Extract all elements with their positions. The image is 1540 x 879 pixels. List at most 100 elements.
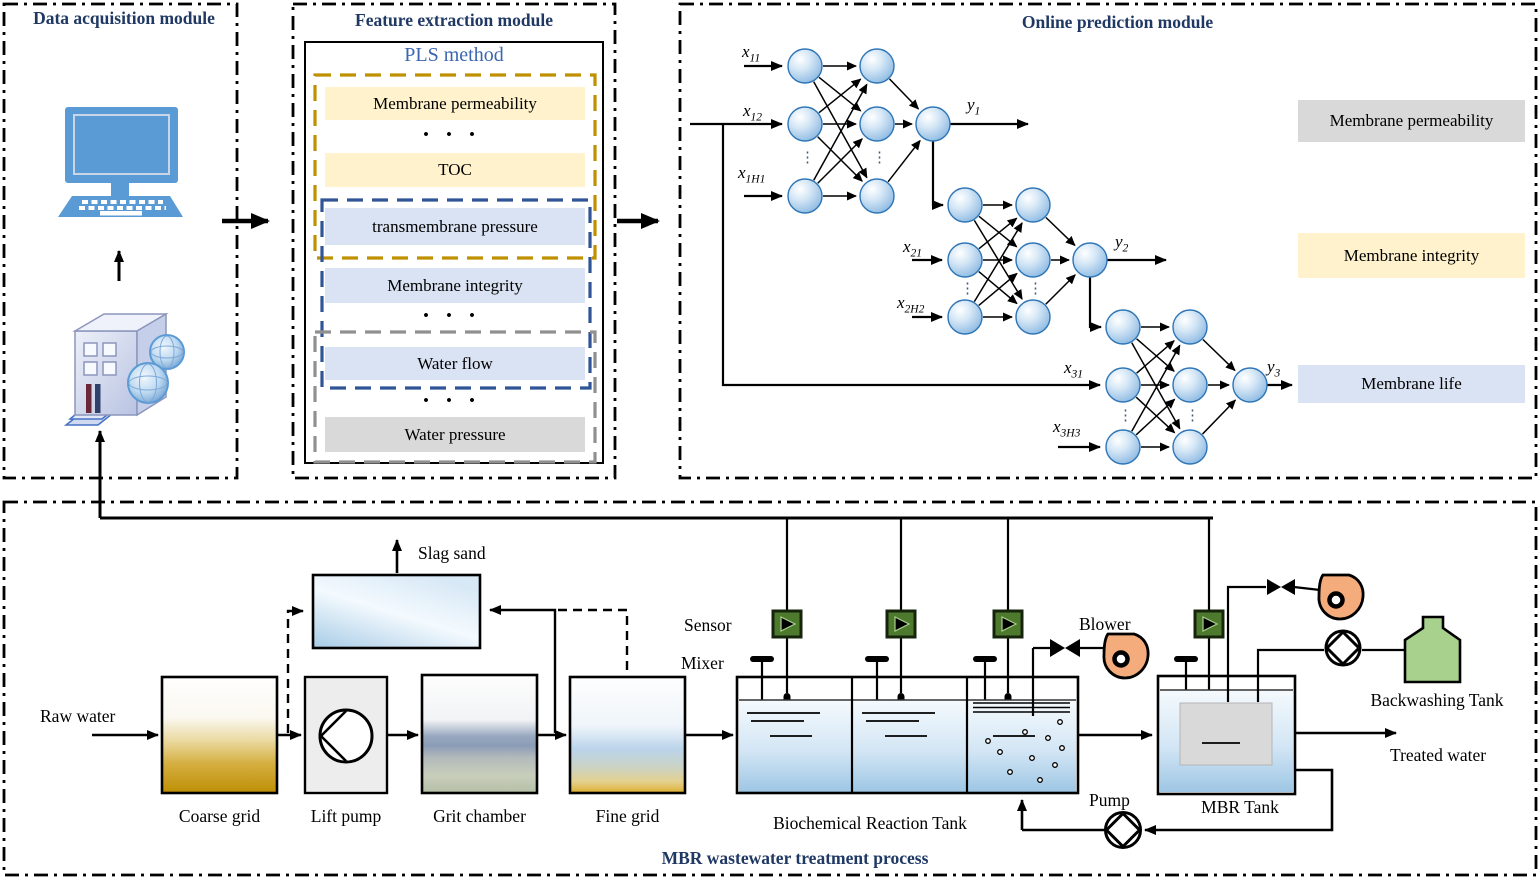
nn-trunk-line [721, 124, 1101, 390]
nn-connection [813, 81, 868, 179]
nn-label-base: x [903, 237, 911, 256]
target-membrane-integrity: Membrane integrity [1298, 233, 1525, 278]
nn-label-y1: y1 [967, 95, 980, 117]
feature-water-flow: Water flow [325, 347, 585, 380]
slag-sand-box [311, 573, 482, 650]
nn-label-sub: 31 [1071, 368, 1084, 381]
nn-label-x11: x11 [742, 42, 760, 64]
nn-feed-y2 [1088, 277, 1102, 332]
grit-chamber-box [420, 673, 539, 795]
nn-connection [978, 272, 1018, 307]
nn-label-base: x [738, 163, 746, 182]
nn-label-x1H1: x1H1 [738, 163, 765, 185]
nn-label-sub: 12 [750, 111, 763, 124]
sensor-icon [771, 609, 803, 639]
nn-node [947, 299, 983, 335]
target-membrane-life: Membrane life [1298, 365, 1525, 403]
nn-label-base: x [1053, 417, 1061, 436]
diaphragm-pump-icon [1324, 629, 1362, 667]
nn-label-sub: 1 [974, 105, 981, 118]
feature-water-pressure: Water pressure [325, 417, 585, 452]
nn-connection [978, 217, 1018, 250]
feature-extraction-border [291, 2, 617, 480]
blower-icon [1317, 573, 1365, 621]
diffuser-lines [973, 702, 1070, 713]
nn-connection [1202, 338, 1236, 372]
process-title: MBR wastewater treatment process [661, 848, 929, 868]
nn-connection [817, 136, 863, 182]
nn-node [787, 178, 823, 214]
feature-toc: TOC [325, 153, 585, 187]
feature-ellipsis: • • • [423, 393, 482, 409]
mbr-tank [1156, 674, 1297, 796]
process-border [2, 500, 1538, 877]
nn-label-base: x [897, 293, 905, 312]
integrity-group-box [320, 198, 592, 390]
label-lift-pump: Lift pump [310, 806, 382, 826]
life-group-box [313, 330, 597, 464]
feature-membrane-integrity: Membrane integrity [325, 268, 585, 303]
nn-node [1105, 309, 1141, 345]
nn-connection [818, 78, 862, 114]
nn-connection [1045, 274, 1076, 305]
label-biochemical-tank: Biochemical Reaction Tank [773, 813, 967, 833]
backwashing-tank-icon [1403, 615, 1462, 684]
nn-connection [1201, 399, 1237, 435]
diaphragm-pump-icon [1104, 811, 1142, 849]
recirculation-pipe [1017, 768, 1334, 835]
nn-label-base: x [743, 101, 751, 120]
nn-label-sub: 2H2 [904, 303, 925, 316]
nn-vdots: ⋮ [960, 281, 975, 297]
feature-ellipsis: • • • [423, 308, 482, 324]
nn-node [787, 106, 823, 142]
globe-icon [127, 334, 185, 404]
nn-connection [1131, 344, 1181, 432]
nn-node [1172, 309, 1208, 345]
nn-label-base: y [967, 95, 975, 114]
nn-output-node [915, 106, 951, 142]
mbr-pipes [1226, 585, 1405, 702]
nn-label-sub: 1H1 [745, 173, 766, 186]
nn-label-x12: x12 [743, 101, 762, 123]
nn-label-sub: 21 [910, 247, 923, 260]
nn-label-x31: x31 [1064, 358, 1083, 380]
data-acquisition-title: Data acquisition module [33, 8, 215, 28]
nn-node [1015, 242, 1051, 278]
nn-connection [1045, 216, 1076, 247]
nn-node [859, 178, 895, 214]
nn-label-y2: y2 [1115, 232, 1128, 254]
nn-output-node [1072, 242, 1108, 278]
label-mbr-tank: MBR Tank [1201, 797, 1279, 817]
nn-label-base: x [1064, 358, 1072, 377]
feature-extraction-title: Feature extraction module [355, 10, 553, 30]
nn-label-sub: 3 [1274, 367, 1281, 380]
nn-node [1172, 367, 1208, 403]
nn-node [947, 242, 983, 278]
server-icon [63, 312, 185, 426]
label-sensor: Sensor [684, 615, 732, 635]
label-mixer: Mixer [681, 653, 724, 673]
nn-label-y3: y3 [1267, 357, 1280, 379]
nn-connection [978, 270, 1018, 305]
label-blower: Blower [1079, 614, 1131, 634]
feature-transmembrane-pressure: transmembrane pressure [325, 208, 585, 245]
permeability-group-box [313, 73, 597, 260]
biochemical-tank [735, 675, 1080, 795]
nn-connection [1135, 396, 1176, 434]
computer-icon [58, 107, 183, 217]
online-prediction-title: Online prediction module [1021, 12, 1214, 32]
nn-label-sub: 2 [1122, 242, 1129, 255]
nn-connection [1136, 340, 1175, 374]
nn-node [1172, 429, 1208, 465]
label-slag-sand: Slag sand [418, 543, 486, 563]
nn-label-base: y [1267, 357, 1275, 376]
membrane-module [1179, 702, 1273, 766]
nn-node [1105, 429, 1141, 465]
nn-node [1015, 187, 1051, 223]
label-backwashing-tank: Backwashing Tank [1370, 690, 1504, 710]
nn-connection [817, 138, 863, 184]
nn-connection [813, 83, 868, 181]
sensor-icon [885, 609, 917, 639]
